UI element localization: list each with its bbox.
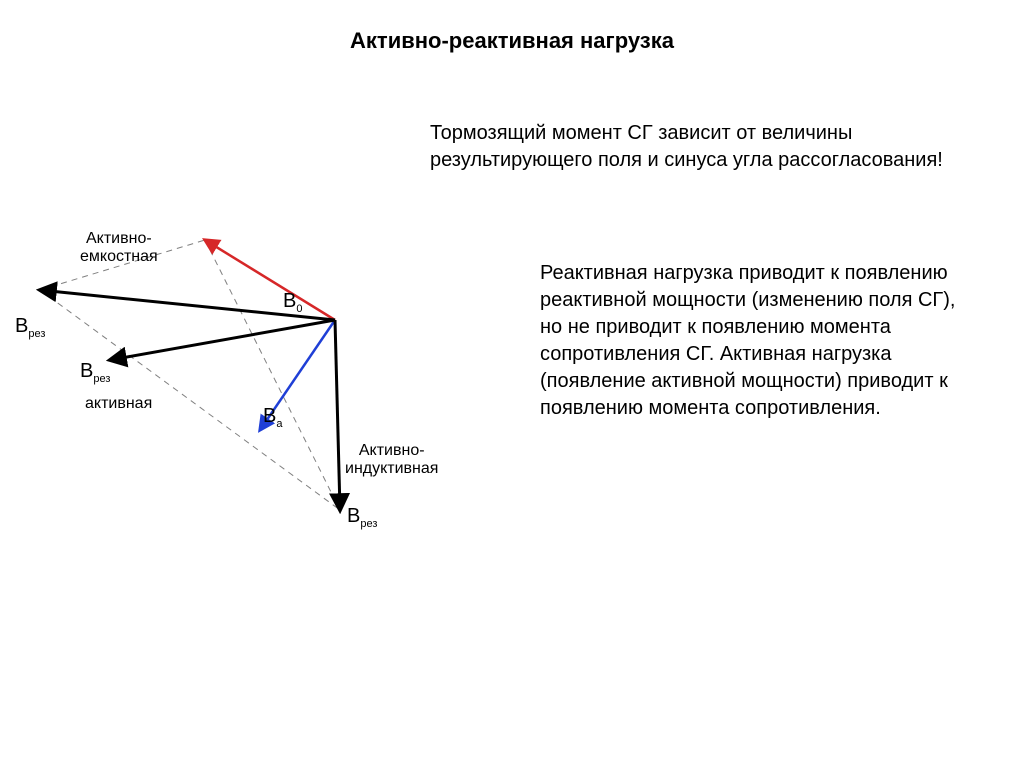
vector-svg (15, 220, 455, 560)
label-active-inductive: Активно- индуктивная (345, 442, 438, 478)
label-active-capacitive: Активно- емкостная (80, 230, 158, 266)
label-b0: B0 (283, 290, 302, 315)
page-title: Активно-реактивная нагрузка (0, 28, 1024, 54)
body-text: Реактивная нагрузка приводит к появлению… (540, 260, 970, 422)
intro-text: Тормозящий момент СГ зависит от величины… (430, 120, 970, 174)
label-active: активная (85, 395, 152, 413)
label-brez-cap: Bрез (15, 315, 45, 340)
label-ba: Ba (263, 405, 282, 430)
vector-diagram: Активно- емкостная B0 Bрез Bрез активная… (15, 220, 455, 560)
label-brez-ind: Bрез (347, 505, 377, 530)
label-brez-active: Bрез (80, 360, 110, 385)
